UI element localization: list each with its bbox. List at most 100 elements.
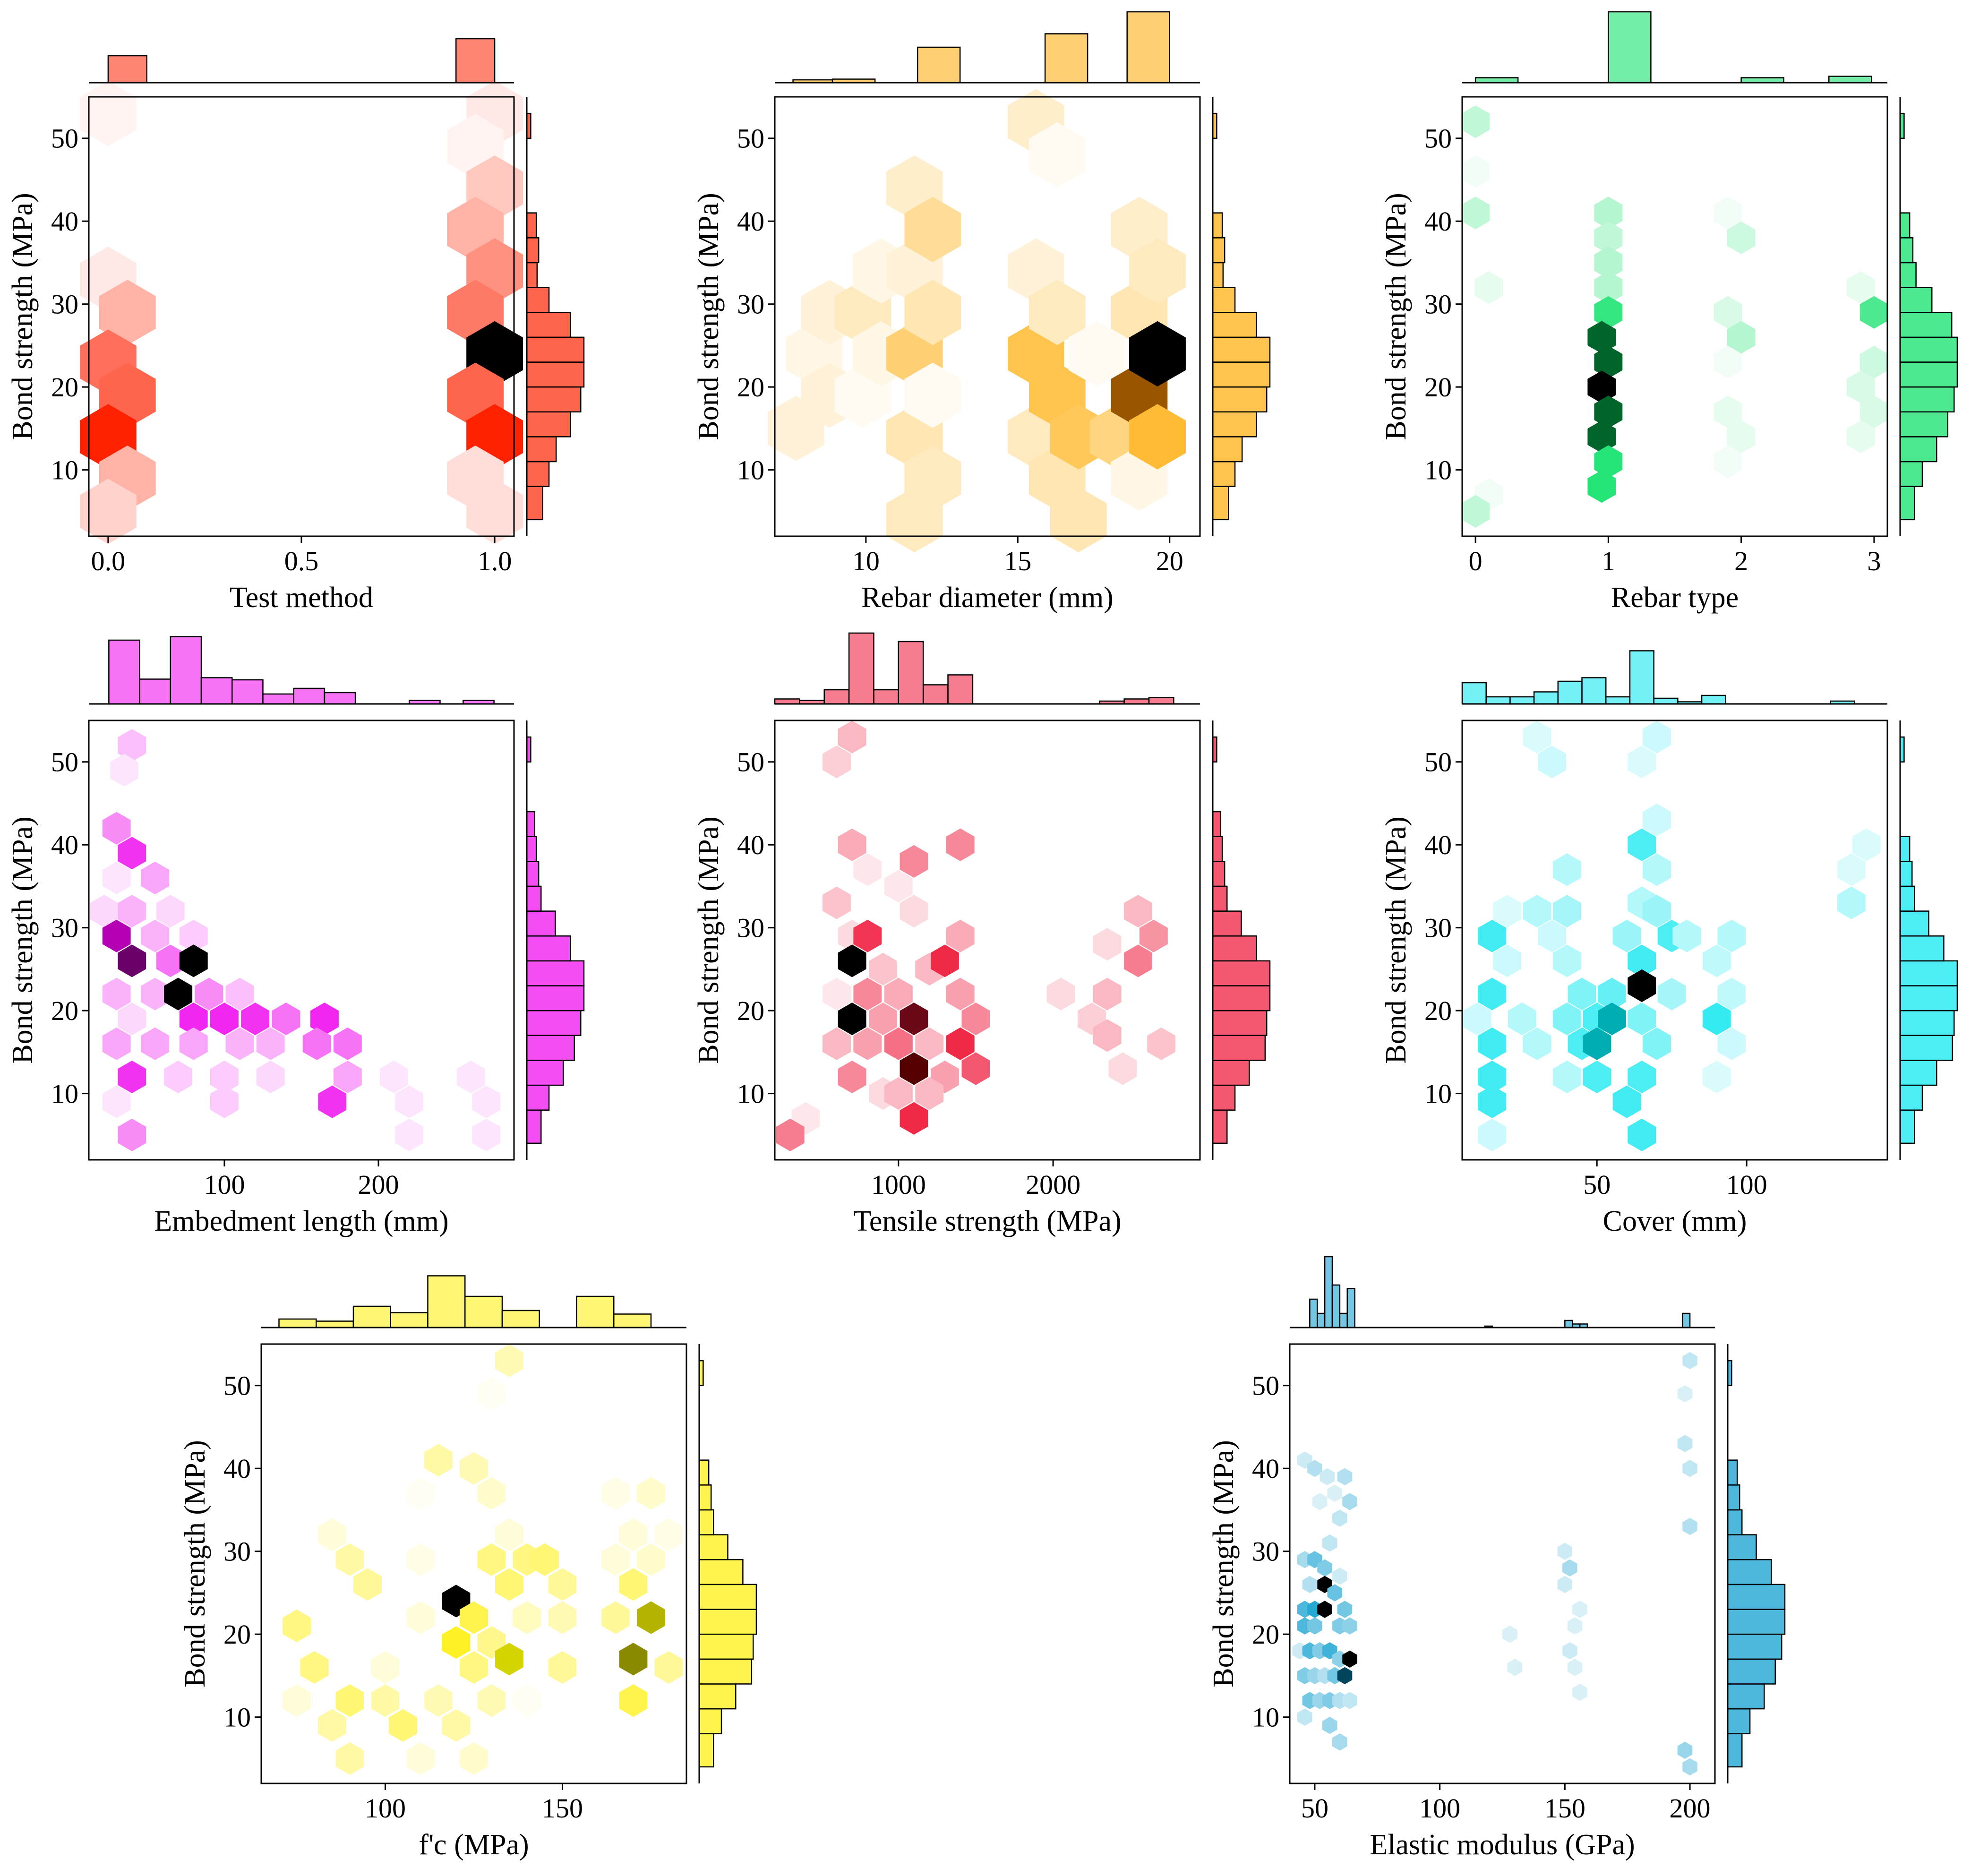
right-hist-bar	[698, 1733, 714, 1768]
hexbin-cell	[1859, 395, 1888, 428]
right-marginal-histogram	[1212, 720, 1271, 1160]
y-axis-label: Bond strength (MPa)	[693, 193, 725, 440]
hexbin-cell	[1129, 404, 1186, 470]
top-hist-bar	[1485, 696, 1511, 705]
hexbin-cell	[884, 977, 913, 1011]
hexbin-cell	[1727, 420, 1756, 453]
right-hist-bar	[1899, 861, 1913, 887]
top-hist-bar	[464, 1295, 503, 1328]
right-hist-bar	[698, 1609, 757, 1635]
right-hist-bar	[526, 436, 557, 463]
right-hist-bar	[526, 361, 585, 388]
x-tick-label: 100	[204, 1169, 245, 1200]
hexbin-cell	[869, 952, 897, 985]
right-hist-bar	[1899, 411, 1949, 437]
hexbin-cell	[1342, 1650, 1357, 1668]
top-hist-bar	[1740, 77, 1784, 84]
hexbin-cell	[1846, 420, 1875, 453]
x-tick-label: 100	[1419, 1793, 1460, 1824]
top-marginal-histogram	[1461, 650, 1887, 705]
hexbin-cell	[1594, 221, 1623, 254]
top-hist-bar	[501, 1310, 540, 1328]
hexbin-cell	[1312, 1493, 1328, 1510]
hexbin-cell	[548, 1601, 577, 1634]
x-axis-label: Tensile strength (MPa)	[853, 1205, 1121, 1237]
hexbin-cells	[80, 80, 523, 544]
hexbin-cell	[1337, 1601, 1353, 1618]
top-hist-bar	[823, 689, 850, 705]
hexbin-cell	[619, 1643, 648, 1676]
hexbin-cell	[1672, 919, 1701, 952]
top-marginal-histogram	[89, 38, 514, 84]
hexbin-cell	[637, 1543, 665, 1576]
hexbin-cell	[210, 1085, 239, 1118]
hexbin-cell	[118, 1118, 146, 1151]
right-hist-bar	[526, 212, 537, 239]
hexbin-cell	[1147, 1027, 1176, 1060]
top-hist-bar	[1581, 677, 1607, 705]
hexbin-cell	[1846, 370, 1875, 403]
right-hist-bar	[1727, 1484, 1740, 1511]
right-hist-bar	[698, 1658, 753, 1685]
y-tick-label: 30	[51, 913, 78, 943]
hexbin-cell	[300, 1651, 329, 1684]
top-hist-bar	[1044, 33, 1088, 84]
hexbin-cell	[1327, 1584, 1343, 1602]
hexbin-cell	[853, 919, 882, 952]
hexbin-cell	[1594, 271, 1623, 304]
panel-elastic-modulus: 10 20 30 40 50 50 100 150 200 Elastic modulus (GP…	[1208, 1256, 1786, 1861]
right-hist-bar	[1899, 985, 1958, 1011]
right-hist-bar	[1899, 361, 1958, 388]
hexbin-cell	[1643, 804, 1671, 837]
x-tick-label: 2000	[1026, 1169, 1080, 1200]
hexbin-cell	[1552, 853, 1581, 886]
hexbin-cell	[884, 1077, 913, 1110]
hexbin-cell	[1612, 919, 1641, 952]
right-hist-bar	[1899, 436, 1937, 463]
panel-test-method: 10 20 30 40 50 0.0 0.5 1.0 Test method Bond stren…	[7, 38, 585, 614]
hexbin-cell	[1628, 1061, 1656, 1094]
hexbin-cell	[406, 1477, 435, 1510]
hexbin-cells	[1292, 1352, 1697, 1776]
right-hist-bar	[526, 336, 585, 363]
hexbin-cell	[460, 1651, 488, 1684]
hexbin-cell	[1552, 944, 1581, 977]
right-hist-bar	[526, 287, 550, 313]
hexbin-cell	[379, 1061, 408, 1094]
y-tick-label: 50	[223, 1371, 251, 1401]
hexbin-cell	[823, 1027, 851, 1060]
hexbin-cell	[1727, 221, 1756, 254]
hexbin-cell	[1682, 1758, 1697, 1776]
right-marginal-histogram	[698, 1344, 757, 1783]
right-hist-bar	[698, 1509, 714, 1535]
top-hist-bar	[1346, 1288, 1355, 1328]
hexbin-cell	[1478, 1061, 1507, 1094]
hexbin-cell	[1682, 1517, 1697, 1535]
top-hist-bar	[922, 684, 949, 705]
hexbin-cell	[601, 1543, 630, 1576]
hexbin-cell	[1562, 1559, 1577, 1577]
hexbin-cell	[1317, 1601, 1332, 1618]
hexbin-cell	[1093, 928, 1122, 961]
hexbin-cell	[1108, 1052, 1137, 1085]
hexbin-cell	[179, 919, 208, 952]
right-hist-bar	[526, 836, 537, 862]
hexbin-cell	[1727, 321, 1756, 354]
hexbin-cell	[1594, 296, 1623, 329]
hexbin-cell	[1583, 1061, 1611, 1094]
hexbin-cell	[931, 944, 959, 977]
hexbin-cell	[179, 1003, 208, 1036]
x-axis-label: Embedment length (mm)	[154, 1205, 448, 1237]
hexbin-cell	[869, 1003, 897, 1036]
hexbin-cell	[406, 1742, 435, 1775]
hexbin-cell	[601, 1477, 630, 1510]
hexbin-cell	[318, 1709, 346, 1742]
hexbin-cell	[1493, 944, 1521, 977]
y-tick-label: 30	[1424, 289, 1452, 320]
hexbin-cell	[1320, 1468, 1335, 1485]
top-hist-bar	[1681, 1312, 1691, 1328]
right-hist-bar	[698, 1633, 754, 1660]
hexbin-cell	[1478, 1027, 1507, 1060]
y-axis-label: Bond strength (MPa)	[7, 193, 39, 440]
hexbin-cell	[915, 1027, 944, 1060]
